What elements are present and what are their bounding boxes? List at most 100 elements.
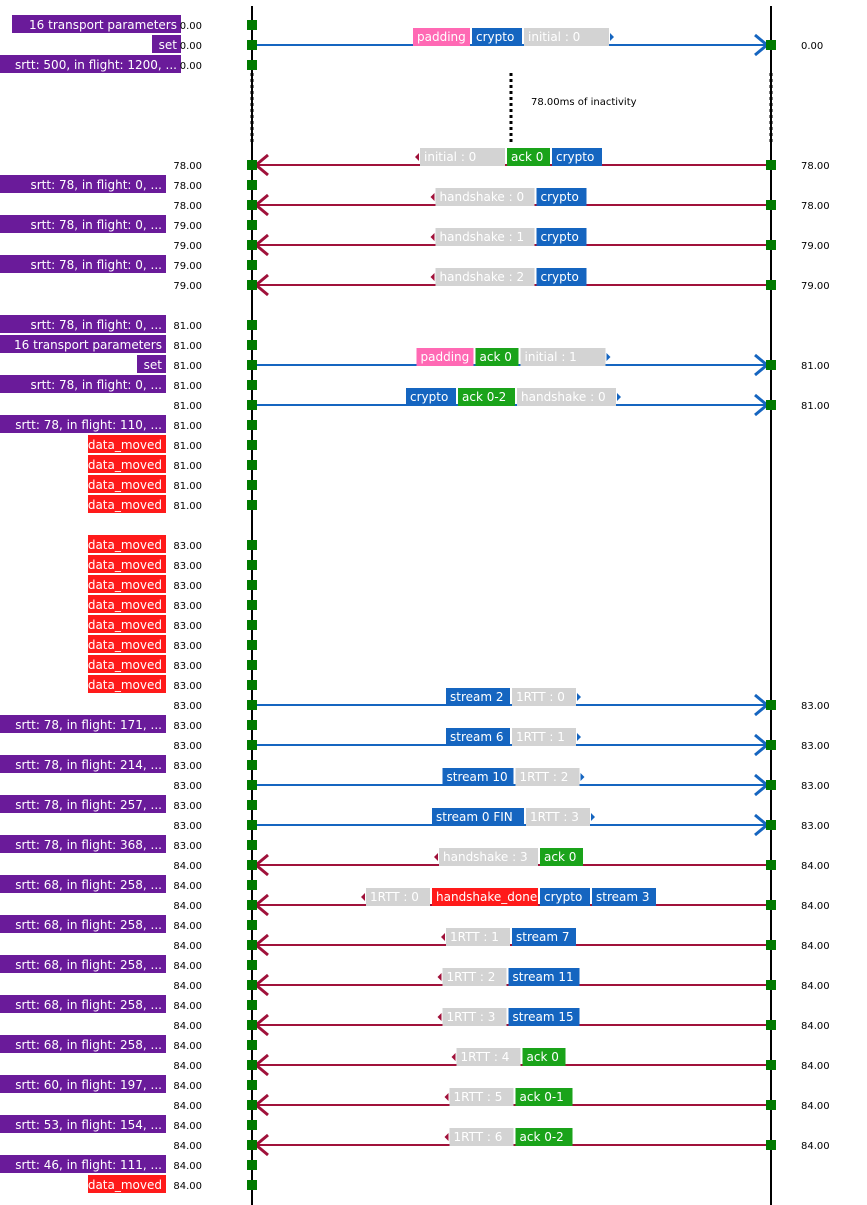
expand-right-icon [617, 393, 621, 401]
expand-right-icon [577, 733, 581, 741]
client-node [247, 340, 257, 350]
client-node [247, 220, 257, 230]
inactivity-gap: 78.00ms of inactivity [250, 73, 773, 143]
frame-bg [475, 348, 519, 366]
frame-bg [458, 388, 515, 406]
client-timestamp: 83.00 [173, 601, 202, 612]
event-label-bg [0, 1155, 166, 1173]
packet-header-label: initial : 0 [424, 150, 476, 164]
frame-bg [540, 888, 590, 906]
client-timestamp: 83.00 [173, 561, 202, 572]
frame-label: stream 2 [450, 690, 504, 704]
timeline-row: 78.00 78.00 initial : 0 ack 0 crypto [173, 148, 830, 177]
frame-label: stream 11 [513, 970, 574, 984]
client-timestamp: 83.00 [173, 581, 202, 592]
packet-header-bg [439, 848, 538, 866]
client-timestamp: 84.00 [173, 861, 202, 872]
event-label-bg [88, 655, 166, 673]
server-timestamp: 84.00 [801, 981, 830, 992]
client-node [247, 1000, 257, 1010]
client-timestamp: 84.00 [173, 1021, 202, 1032]
timeline-row: 16 transport parameters 0.00 [12, 15, 202, 33]
client-node [247, 700, 257, 710]
client-timestamp: 81.00 [173, 461, 202, 472]
timeline-row: srtt: 78, in flight: 0, ... 81.00 [0, 315, 202, 333]
timeline-row: srtt: 78, in flight: 110, ... 81.00 [0, 415, 202, 433]
frame-label: ack 0-1 [520, 1090, 564, 1104]
event-label-bg [0, 1075, 166, 1093]
packet-header-label: handshake : 0 [521, 390, 606, 404]
inactivity-text: 78.00ms of inactivity [531, 97, 637, 108]
frame-bg [592, 888, 656, 906]
client-node [247, 440, 257, 450]
client-timestamp: 84.00 [173, 1141, 202, 1152]
event-label-bg [0, 995, 166, 1013]
data-moved-label: data_moved [88, 558, 162, 572]
client-node [247, 200, 257, 210]
client-node [247, 900, 257, 910]
server-node [766, 40, 776, 50]
frame-bg [515, 1088, 573, 1106]
client-node [247, 920, 257, 930]
event-label-bg [0, 1035, 166, 1053]
timeline-row: 79.00 79.00 handshake : 2 crypto [173, 268, 830, 297]
event-label: srtt: 78, in flight: 0, ... [31, 378, 163, 392]
client-node [247, 880, 257, 890]
client-timestamp: 83.00 [173, 781, 202, 792]
event-label-bg [0, 955, 166, 973]
timeline-row: srtt: 53, in flight: 154, ... 84.00 [0, 1115, 202, 1133]
client-timestamp: 81.00 [173, 341, 202, 352]
client-timestamp: 84.00 [173, 941, 202, 952]
client-timestamp: 84.00 [173, 921, 202, 932]
server-timestamp: 83.00 [801, 781, 830, 792]
client-timestamp: 84.00 [173, 881, 202, 892]
client-node [247, 820, 257, 830]
frame-label: stream 10 [447, 770, 508, 784]
client-node [247, 460, 257, 470]
client-node [247, 60, 257, 70]
frame-bg [536, 188, 587, 206]
packet-header-label: 1RTT : 1 [450, 930, 499, 944]
client-node [247, 980, 257, 990]
server-node [766, 780, 776, 790]
timeline-row: data_moved 83.00 [88, 655, 202, 673]
event-label-bg [0, 415, 166, 433]
client-timestamp: 0.00 [180, 61, 202, 72]
event-label: srtt: 78, in flight: 0, ... [31, 218, 163, 232]
client-node [247, 1060, 257, 1070]
expand-left-icon [441, 933, 445, 941]
timeline-row: data_moved 81.00 [88, 435, 202, 453]
event-label-bg [0, 875, 166, 893]
client-node [247, 940, 257, 950]
client-node [247, 540, 257, 550]
packet-header-bg [524, 28, 609, 46]
timeline-row: srtt: 60, in flight: 197, ... 84.00 [0, 1075, 202, 1093]
server-timestamp: 78.00 [801, 161, 830, 172]
client-node [247, 380, 257, 390]
event-label: srtt: 78, in flight: 0, ... [31, 178, 163, 192]
client-timestamp: 81.00 [173, 481, 202, 492]
server-node [766, 280, 776, 290]
frame-bg [552, 148, 602, 166]
packet-header-bg [515, 768, 580, 786]
client-node [247, 480, 257, 490]
packet-header-bg [442, 968, 507, 986]
timeline-row: 84.00 84.00 1RTT : 4 ack 0 [173, 1048, 830, 1077]
packet-header-bg [512, 728, 576, 746]
client-timestamp: 83.00 [173, 701, 202, 712]
event-label: 16 transport parameters [29, 18, 177, 32]
frame-label: stream 15 [513, 1010, 574, 1024]
client-timestamp: 79.00 [173, 241, 202, 252]
packet-header-label: initial : 0 [528, 30, 580, 44]
client-node [247, 620, 257, 630]
data-moved-label: data_moved [88, 658, 162, 672]
data-moved-label: data_moved [88, 1178, 162, 1192]
packet-header-bg [446, 928, 510, 946]
event-label: srtt: 68, in flight: 258, ... [15, 1038, 162, 1052]
event-label-bg [88, 635, 166, 653]
client-timestamp: 84.00 [173, 1121, 202, 1132]
event-label-bg [0, 1115, 166, 1133]
packet-header-label: handshake : 2 [440, 270, 525, 284]
